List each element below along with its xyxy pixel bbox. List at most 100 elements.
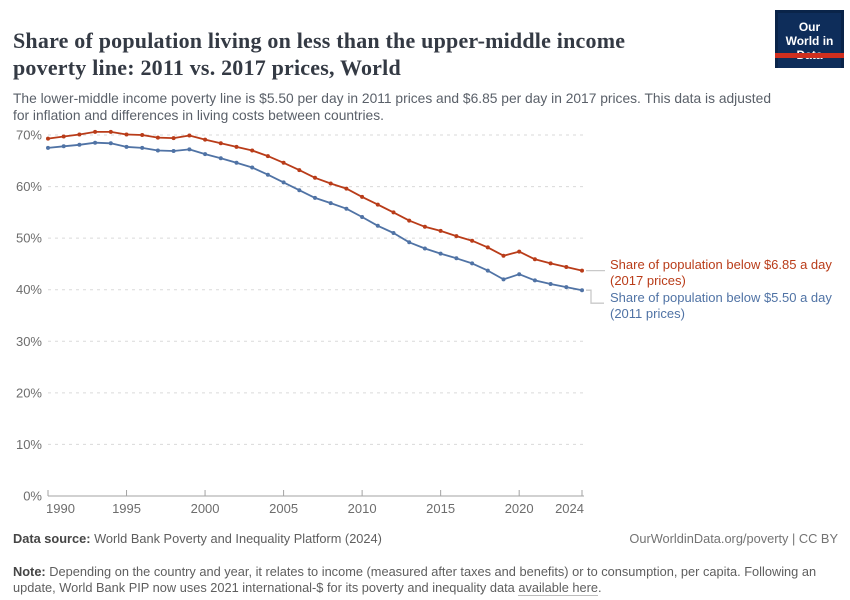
series-label-2011-line1: Share of population below $5.50 a day	[610, 290, 832, 305]
data-point	[108, 129, 113, 134]
footer-note: Note: Depending on the country and year,…	[13, 564, 834, 597]
page-title-line2: poverty line: 2011 vs. 2017 prices, Worl…	[13, 54, 401, 80]
data-point	[454, 256, 459, 261]
data-point	[265, 154, 270, 159]
data-point	[124, 132, 129, 137]
data-point	[171, 136, 176, 141]
note-label: Note:	[13, 563, 46, 579]
data-point	[548, 282, 553, 286]
data-point	[218, 141, 223, 146]
data-point	[93, 140, 98, 145]
data-point	[218, 156, 223, 161]
data-point	[470, 238, 475, 243]
data-point	[391, 231, 396, 235]
data-point	[313, 175, 317, 180]
y-tick-label-40: 40%	[16, 282, 42, 297]
data-point	[250, 148, 255, 153]
data-point	[297, 168, 302, 173]
data-point	[501, 253, 506, 258]
y-tick-label-10: 10%	[16, 437, 42, 452]
data-point	[108, 141, 113, 146]
connector-2011-series	[586, 289, 604, 304]
data-point	[485, 245, 490, 250]
x-tick-label-2005: 2005	[269, 501, 298, 516]
x-tick-label-2000: 2000	[191, 501, 220, 516]
data-point	[548, 261, 553, 266]
data-point	[265, 172, 270, 177]
series-label-2017-line1: Share of population below $6.85 a day	[610, 257, 832, 272]
data-point	[438, 228, 443, 233]
data-point	[407, 240, 412, 245]
data-point	[155, 135, 160, 140]
data-point	[203, 152, 208, 157]
data-point	[532, 257, 537, 262]
data-point	[422, 224, 427, 229]
x-tick-label-2010: 2010	[348, 501, 377, 516]
data-point	[485, 268, 490, 273]
note-period: .	[598, 580, 602, 596]
data-point	[77, 132, 82, 137]
data-point	[360, 215, 365, 219]
page-title: Share of population living on less than …	[13, 27, 763, 81]
series-label-2017-line2: (2017 prices)	[610, 272, 686, 288]
data-point	[328, 181, 333, 186]
chart-subtitle: The lower-middle income poverty line is …	[13, 90, 771, 123]
data-point	[375, 202, 380, 207]
y-tick-label-50: 50%	[16, 231, 42, 246]
x-tick-label-2015: 2015	[426, 501, 455, 516]
data-point	[61, 144, 66, 149]
data-point	[564, 265, 569, 269]
x-tick-label-2024: 2024	[555, 501, 584, 516]
data-point	[532, 278, 537, 283]
owid-logo-accent-bar	[775, 53, 844, 58]
attribution-link[interactable]: OurWorldinData.org/poverty | CC BY	[629, 531, 838, 546]
data-point	[470, 261, 475, 266]
data-point	[580, 288, 584, 293]
y-tick-label-60: 60%	[16, 179, 42, 194]
data-point	[155, 148, 160, 153]
data-source-label: Data source:	[13, 531, 91, 546]
data-point	[313, 195, 317, 200]
note-available-here-link[interactable]: available here	[518, 580, 599, 597]
y-tick-label-20: 20%	[16, 385, 42, 400]
x-tick-label-2020: 2020	[505, 501, 534, 516]
data-point	[564, 285, 569, 290]
data-point	[517, 272, 522, 277]
x-tick-label-1995: 1995	[112, 501, 141, 516]
data-source-value: World Bank Poverty and Inequality Platfo…	[90, 531, 382, 546]
data-point	[517, 249, 522, 254]
data-point	[344, 206, 349, 211]
series-label-2011-prices: Share of population below $5.50 a day (2…	[610, 290, 848, 321]
owid-logo-line1: Our World	[785, 20, 821, 48]
data-point	[46, 145, 50, 150]
y-tick-label-30: 30%	[16, 334, 42, 349]
x-tick-label-1990: 1990	[46, 501, 75, 516]
data-point	[124, 144, 129, 149]
data-point	[46, 136, 50, 141]
data-point	[407, 218, 412, 223]
series-line-2011-prices[interactable]	[47, 141, 583, 292]
series-label-2017-prices: Share of population below $6.85 a day (2…	[610, 257, 848, 288]
data-point	[344, 186, 349, 191]
data-point	[234, 144, 239, 149]
data-point	[250, 165, 255, 170]
page-title-line1: Share of population living on less than …	[13, 27, 626, 53]
data-point	[61, 134, 66, 139]
data-point	[203, 137, 208, 142]
series-line-2017-prices[interactable]	[47, 130, 583, 272]
data-source-text: Data source: World Bank Poverty and Ineq…	[13, 531, 382, 546]
data-point	[360, 194, 365, 199]
data-point	[438, 251, 443, 256]
data-point	[171, 149, 176, 153]
data-point	[187, 147, 192, 152]
data-point	[77, 142, 82, 147]
y-tick-label-70: 70%	[16, 128, 42, 143]
data-point	[501, 277, 506, 282]
data-point	[297, 188, 302, 193]
data-point	[454, 234, 459, 239]
data-point	[375, 223, 380, 228]
y-tick-label-0: 0%	[23, 489, 42, 504]
series-label-2011-line2: (2011 prices)	[610, 305, 685, 321]
